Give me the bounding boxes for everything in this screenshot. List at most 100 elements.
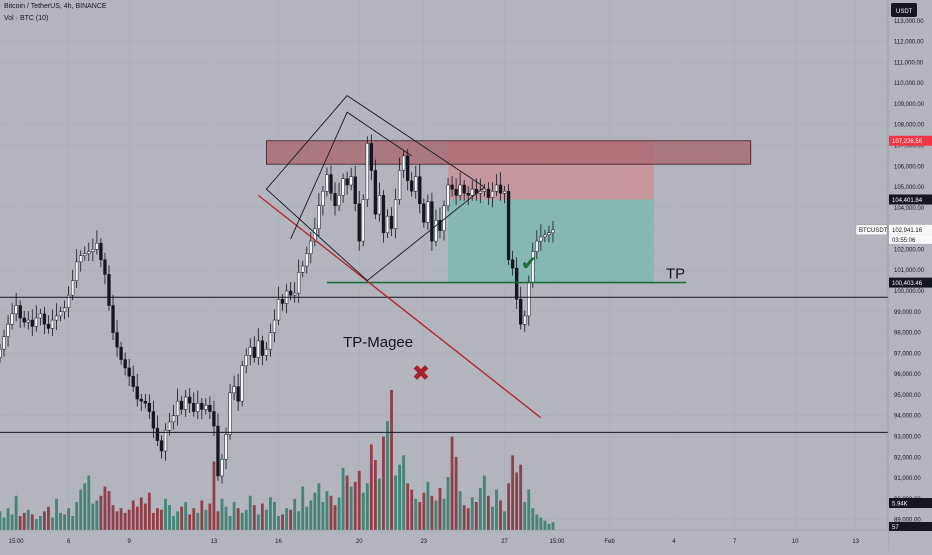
candle[interactable] <box>115 332 119 348</box>
candle[interactable] <box>349 176 353 186</box>
time-axis[interactable]: 15:00 6 9 13 16 20 23 27 15:00 Feb 4 7 10 13 <box>0 529 888 550</box>
candle[interactable] <box>410 180 414 192</box>
candle[interactable] <box>288 290 293 296</box>
candle[interactable] <box>321 190 325 207</box>
candle[interactable] <box>30 319 34 327</box>
candle[interactable] <box>506 190 511 261</box>
candle[interactable] <box>107 274 111 306</box>
candle[interactable] <box>401 155 406 171</box>
candle[interactable] <box>272 319 277 333</box>
candle[interactable] <box>301 265 305 273</box>
candle[interactable] <box>240 365 244 402</box>
candle[interactable] <box>454 188 458 196</box>
candle[interactable] <box>147 402 152 412</box>
candle[interactable] <box>519 299 523 325</box>
candle[interactable] <box>377 195 382 215</box>
candle[interactable] <box>91 249 95 252</box>
candle[interactable] <box>393 199 398 229</box>
candles[interactable] <box>0 134 555 484</box>
candle[interactable] <box>397 170 402 200</box>
candle[interactable] <box>179 400 184 410</box>
candle[interactable] <box>119 346 123 360</box>
candle[interactable] <box>232 386 236 394</box>
candle[interactable] <box>220 459 224 477</box>
candle[interactable] <box>66 294 71 308</box>
trend-line[interactable] <box>257 194 542 419</box>
candle[interactable] <box>276 299 281 321</box>
candle[interactable] <box>10 313 14 325</box>
candle[interactable] <box>171 415 176 423</box>
candle[interactable] <box>527 282 531 317</box>
take-profit-zone[interactable] <box>448 199 654 283</box>
candle[interactable] <box>535 240 539 252</box>
candle[interactable] <box>543 234 547 238</box>
candle[interactable] <box>200 402 204 410</box>
candle[interactable] <box>83 253 87 256</box>
candle[interactable] <box>143 400 147 404</box>
candle[interactable] <box>6 323 10 337</box>
candle[interactable] <box>514 267 519 300</box>
candle[interactable] <box>18 305 22 319</box>
candle[interactable] <box>389 215 394 229</box>
candle[interactable] <box>139 398 143 402</box>
candle[interactable] <box>434 220 438 242</box>
candle[interactable] <box>42 313 47 325</box>
candle[interactable] <box>361 199 365 242</box>
candle[interactable] <box>123 359 127 369</box>
candle[interactable] <box>490 190 495 198</box>
candle[interactable] <box>192 402 196 412</box>
candle[interactable] <box>99 242 103 261</box>
candle[interactable] <box>547 232 551 236</box>
currency-button-bg[interactable] <box>891 3 917 17</box>
candle[interactable] <box>478 190 482 194</box>
candle[interactable] <box>292 292 297 296</box>
candle[interactable] <box>486 188 491 198</box>
candle[interactable] <box>268 332 273 350</box>
currency-button-label[interactable]: USDT <box>896 9 913 15</box>
candle[interactable] <box>34 317 38 327</box>
candle[interactable] <box>244 355 248 367</box>
candle[interactable] <box>131 375 135 387</box>
candle[interactable] <box>329 174 333 194</box>
wedge-line[interactable] <box>290 111 412 240</box>
candle[interactable] <box>248 346 252 356</box>
candle[interactable] <box>252 346 256 358</box>
candle[interactable] <box>216 425 220 477</box>
candle[interactable] <box>264 348 269 356</box>
candle[interactable] <box>50 319 55 329</box>
candle[interactable] <box>79 255 83 263</box>
candle[interactable] <box>333 193 337 207</box>
candle[interactable] <box>228 392 232 435</box>
candle[interactable] <box>62 307 67 313</box>
candle[interactable] <box>494 184 499 192</box>
candle[interactable] <box>369 143 374 171</box>
candle[interactable] <box>523 315 527 325</box>
candle[interactable] <box>305 253 309 267</box>
candle[interactable] <box>325 174 329 192</box>
candle[interactable] <box>385 215 390 234</box>
candle[interactable] <box>430 201 434 242</box>
candle[interactable] <box>482 188 487 192</box>
candle[interactable] <box>317 205 321 229</box>
candle[interactable] <box>103 259 107 275</box>
candle[interactable] <box>87 251 91 254</box>
candle[interactable] <box>446 184 450 207</box>
volume-indicator-label[interactable]: Vol · BTC (10) <box>4 15 49 22</box>
candle[interactable] <box>280 299 285 304</box>
candle[interactable] <box>196 402 200 412</box>
candle[interactable] <box>184 396 188 410</box>
candle[interactable] <box>414 176 418 192</box>
candle[interactable] <box>353 176 357 204</box>
candle[interactable] <box>406 155 410 182</box>
candle[interactable] <box>2 336 6 350</box>
candle[interactable] <box>337 195 341 207</box>
candle[interactable] <box>14 305 18 315</box>
candle[interactable] <box>70 280 75 296</box>
candle[interactable] <box>341 178 345 196</box>
candle[interactable] <box>309 240 313 254</box>
candle[interactable] <box>470 188 474 196</box>
candle[interactable] <box>260 340 265 356</box>
candle[interactable] <box>95 242 99 250</box>
candle[interactable] <box>539 236 543 242</box>
